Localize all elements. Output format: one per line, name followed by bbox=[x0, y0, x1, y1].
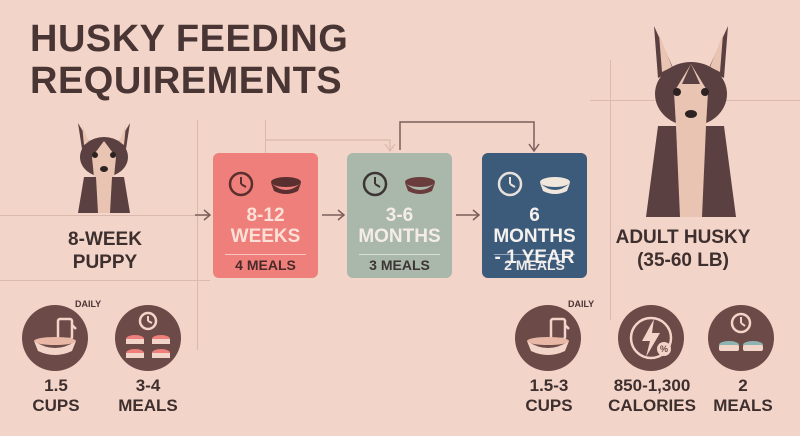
stage-label-line-2: WEEKS bbox=[230, 226, 301, 247]
guide-line bbox=[197, 120, 198, 350]
guide-line bbox=[0, 280, 210, 281]
puppy-cups-unit: CUPS bbox=[32, 396, 80, 415]
adult-meals-unit: MEALS bbox=[713, 396, 773, 415]
puppy-meals-unit: MEALS bbox=[118, 396, 178, 415]
adult-cups-circle bbox=[515, 305, 581, 371]
stage-label-line-1: 6 MONTHS bbox=[493, 205, 576, 247]
adult-calories-stat: 850-1,300 CALORIES bbox=[598, 376, 706, 416]
adult-name-line-1: ADULT HUSKY bbox=[615, 227, 751, 248]
divider bbox=[359, 254, 440, 255]
stage-label-line-2: MONTHS bbox=[358, 226, 441, 247]
puppy-meals-value: 3-4 bbox=[135, 376, 161, 395]
adult-husky-icon bbox=[646, 26, 736, 217]
stage-meals: 3 MEALS bbox=[369, 257, 430, 273]
adult-cups-unit: CUPS bbox=[525, 396, 573, 415]
stage-meals: 4 MEALS bbox=[235, 257, 296, 273]
clock-icon bbox=[497, 171, 523, 197]
adult-name: ADULT HUSKY (35-60 LB) bbox=[608, 226, 758, 272]
divider bbox=[494, 254, 575, 255]
adult-cups-stat: 1.5-3 CUPS bbox=[512, 376, 586, 416]
adult-cups-value: 1.5-3 bbox=[529, 376, 569, 395]
bowl-icon bbox=[405, 177, 435, 194]
bowl-icon bbox=[271, 177, 301, 194]
adult-calories-unit: CALORIES bbox=[608, 396, 696, 415]
title-line-1: HUSKY FEEDING bbox=[30, 18, 349, 60]
puppy-cups-stat: 1.5 CUPS bbox=[20, 376, 92, 416]
stage-label-line-1: 3-6 bbox=[385, 205, 414, 226]
measuring-cup-bowl-icon bbox=[34, 317, 77, 355]
puppy-meals-stat: 3-4 MEALS bbox=[110, 376, 186, 416]
puppy-name: 8-WEEK PUPPY bbox=[40, 228, 170, 274]
clock-icon bbox=[228, 171, 254, 197]
adult-name-line-2: (35-60 LB) bbox=[637, 250, 729, 271]
adult-calories-value: 850-1,300 bbox=[613, 376, 691, 395]
stage-label-line-1: 8-12 bbox=[246, 205, 285, 226]
adult-meals-stat: 2 MEALS bbox=[708, 376, 778, 416]
puppy-name-line-1: 8-WEEK bbox=[68, 229, 142, 250]
clock-icon bbox=[362, 171, 388, 197]
stage-card-6-months-1-year: 6 MONTHS - 1 YEAR 2 MEALS bbox=[482, 153, 587, 278]
daily-badge: DAILY bbox=[72, 298, 105, 310]
clock-bowls-icon bbox=[126, 311, 170, 358]
adult-calories-circle: % bbox=[618, 305, 684, 371]
stage-card-8-12-weeks: 8-12 WEEKS 4 MEALS bbox=[213, 153, 318, 278]
guide-line bbox=[265, 120, 266, 155]
adult-meals-value: 2 bbox=[738, 376, 748, 395]
stage-card-3-6-months: 3-6 MONTHS 3 MEALS bbox=[347, 153, 452, 278]
svg-text:%: % bbox=[660, 344, 668, 354]
puppy-cups-circle bbox=[22, 305, 88, 371]
puppy-meals-circle bbox=[115, 305, 181, 371]
stage-label-line-2: - 1 YEAR bbox=[494, 247, 575, 268]
divider bbox=[225, 254, 306, 255]
page-title: HUSKY FEEDING REQUIREMENTS bbox=[30, 18, 450, 102]
arrow-over-stages bbox=[399, 121, 535, 150]
stage-meals: 2 MEALS bbox=[504, 257, 565, 273]
energy-percent-icon: % bbox=[629, 316, 673, 360]
measuring-cup-bowl-icon bbox=[527, 317, 570, 355]
adult-meals-circle bbox=[708, 305, 774, 371]
puppy-name-line-2: PUPPY bbox=[72, 252, 138, 273]
title-line-2: REQUIREMENTS bbox=[30, 60, 343, 102]
daily-badge: DAILY bbox=[565, 298, 598, 310]
guide-line bbox=[610, 60, 611, 320]
clock-bowls-icon bbox=[719, 312, 763, 351]
guide-line bbox=[0, 215, 210, 216]
puppy-icon bbox=[78, 123, 130, 213]
puppy-cups-value: 1.5 bbox=[44, 376, 68, 395]
bowl-icon bbox=[540, 177, 570, 194]
